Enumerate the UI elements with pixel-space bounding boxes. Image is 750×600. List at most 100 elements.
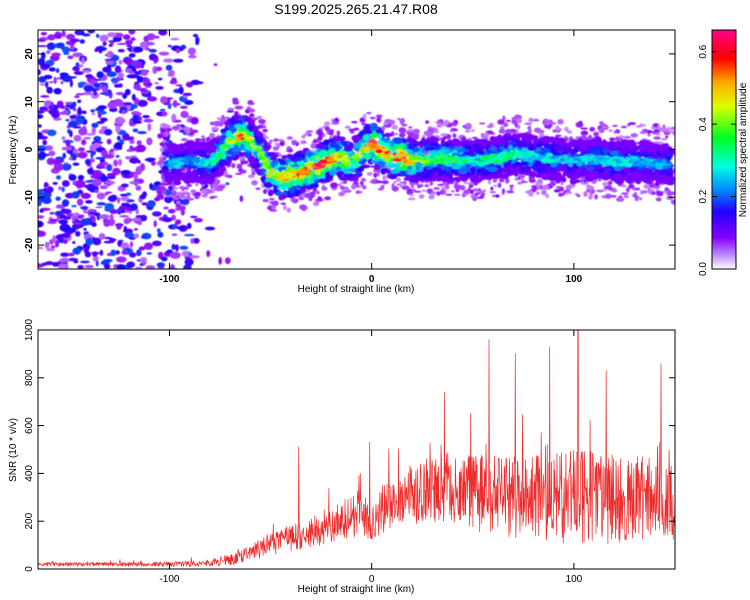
spectrogram-cell	[591, 189, 596, 194]
spectrogram-cell	[220, 183, 227, 186]
spectrogram-cell	[316, 190, 320, 195]
spectrogram-cell	[595, 166, 601, 171]
spectrogram-cell	[120, 183, 129, 188]
spectrogram-cell	[43, 100, 53, 105]
spectrogram-cell	[46, 129, 57, 137]
spectrogram-cell	[182, 126, 190, 132]
spectrogram-cell	[363, 134, 369, 141]
spectrogram-cell	[351, 183, 357, 190]
spectrogram-cell	[236, 163, 243, 170]
spectrogram-cell	[429, 180, 434, 186]
spectrogram-cell	[464, 122, 472, 129]
spectrogram-cell	[632, 148, 638, 151]
spectrogram-cell	[132, 128, 139, 133]
spectrogram-cell	[287, 162, 295, 166]
spectrogram-cell	[171, 233, 178, 236]
spectrogram-cell	[422, 166, 428, 173]
spectrogram-cell	[515, 165, 520, 171]
spectrogram-cell	[287, 148, 293, 153]
spectrogram-cell	[128, 30, 136, 35]
spectrogram-cell	[168, 153, 174, 158]
spectrogram-cell	[659, 126, 667, 133]
spectrogram-cell	[38, 69, 41, 76]
spectrogram-cell	[501, 168, 509, 174]
spectrogram-cell	[104, 191, 113, 194]
spectrogram-cell	[299, 188, 306, 194]
spectrogram-cell	[497, 134, 502, 141]
spectrogram-cell	[105, 180, 116, 185]
spectrogram-cell	[620, 125, 628, 129]
spectrogram-cell	[501, 188, 506, 194]
spectrogram-cell	[498, 128, 506, 134]
spectrogram-cell	[469, 176, 477, 183]
spectrogram-cell	[126, 74, 138, 79]
spectrogram-cell	[117, 83, 123, 88]
spectrogram-cell	[366, 172, 372, 176]
spectrogram-cell	[109, 51, 114, 57]
spectrogram-cell	[620, 184, 627, 188]
spectrogram-cell	[135, 166, 143, 174]
spectrogram-cell	[281, 182, 287, 188]
spectrogram-cell	[116, 141, 120, 148]
spectrogram-cell	[297, 178, 305, 183]
spectrogram-cell	[641, 124, 646, 127]
spectrogram-cell	[58, 219, 69, 225]
spectrogram-cell	[114, 65, 122, 74]
spectrogram-cell	[103, 219, 111, 227]
spectrogram-cell	[527, 125, 532, 131]
spectrogram-cell	[65, 107, 69, 111]
spectrogram-cell	[376, 117, 382, 123]
spectrogram-cell	[646, 176, 654, 183]
spectrogram-cell	[670, 199, 675, 205]
spectrogram-cell	[657, 125, 661, 130]
spectrogram-cell	[55, 204, 65, 209]
spectrogram-cell	[609, 151, 619, 156]
spectrogram-cell	[72, 241, 76, 244]
spectrogram-cell	[421, 189, 427, 192]
spectrogram-cell	[126, 192, 132, 196]
spectrogram-cell	[98, 233, 106, 240]
spectrogram-cell	[61, 186, 65, 193]
spectrogram-cell	[490, 186, 494, 191]
spectrogram-cell	[560, 181, 564, 186]
spectrogram-cell	[95, 139, 100, 143]
spectrogram-cell	[506, 173, 512, 177]
spectrogram-cell	[161, 182, 170, 186]
spectrogram-cell	[161, 256, 168, 262]
spectrogram-cell	[489, 190, 497, 194]
spectrogram-cell	[171, 113, 177, 122]
spectrogram-cell	[655, 178, 662, 184]
spectrogram-cell	[613, 130, 618, 134]
spectrogram-cell	[147, 200, 156, 208]
spectrogram-cell	[193, 191, 202, 197]
spectrogram-cell	[559, 140, 564, 147]
spectrogram-cell	[655, 197, 662, 202]
spectrogram-cell	[542, 184, 550, 190]
spectrogram-cell	[206, 250, 211, 258]
spectrogram-cell	[662, 190, 669, 193]
spectrogram-cell	[215, 169, 223, 174]
spectrogram-cell	[179, 245, 189, 250]
spectrogram-cell	[40, 31, 48, 36]
spectrogram-cell	[61, 163, 72, 171]
spectrogram-cell	[360, 177, 367, 182]
spectrogram-cell	[249, 113, 255, 118]
spectrogram-cell	[139, 87, 148, 92]
spectrogram-cell	[254, 168, 263, 173]
spectrogram-cell	[314, 169, 321, 175]
spectrogram-cell	[396, 167, 407, 171]
spectrogram-cell	[172, 196, 180, 200]
spectrogram-cell	[629, 166, 636, 171]
spectrogram-cell	[543, 119, 551, 123]
spectrogram-cell	[664, 154, 672, 161]
spectrogram-cell	[65, 139, 71, 147]
spectrogram-cell	[72, 180, 77, 185]
spectrogram-cell	[129, 203, 138, 211]
spectrogram-cell	[53, 163, 64, 171]
spectrogram-cell	[200, 189, 207, 195]
spectrogram-cell	[116, 135, 121, 141]
spectrogram-cell	[521, 181, 528, 183]
spectrogram-cell	[589, 126, 595, 132]
spectrogram-cell	[218, 257, 222, 265]
spectrogram-cell	[137, 160, 141, 164]
